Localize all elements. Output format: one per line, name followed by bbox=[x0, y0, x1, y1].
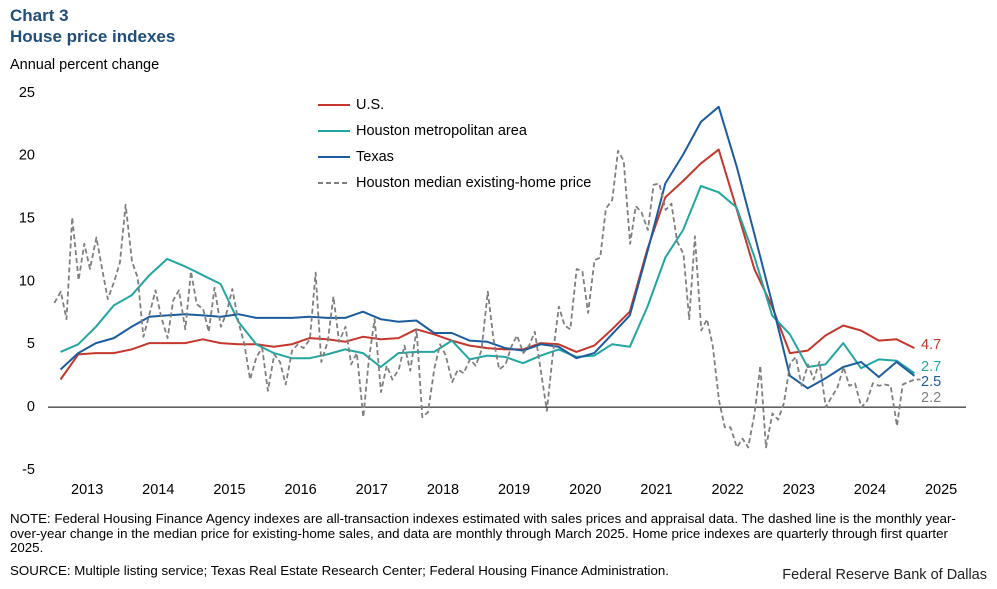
end-value-label: 2.2 bbox=[921, 390, 941, 406]
x-tick-label: 2018 bbox=[427, 482, 459, 498]
x-tick-label: 2013 bbox=[71, 482, 103, 498]
chart-label: Chart 3 bbox=[10, 6, 69, 25]
x-tick-label: 2019 bbox=[498, 482, 530, 498]
series-line bbox=[60, 185, 915, 375]
source: SOURCE: Multiple listing service; Texas … bbox=[10, 563, 669, 578]
end-value-label: 2.5 bbox=[921, 374, 941, 390]
x-tick-label: 2020 bbox=[569, 482, 601, 498]
x-tick-label: 2022 bbox=[711, 482, 743, 498]
x-tick-label: 2021 bbox=[640, 482, 672, 498]
x-tick-label: 2014 bbox=[142, 482, 174, 498]
legend-label: Texas bbox=[356, 149, 394, 165]
y-tick-label: 5 bbox=[27, 336, 35, 352]
x-tick-label: 2016 bbox=[284, 482, 316, 498]
credit: Federal Reserve Bank of Dallas bbox=[782, 567, 987, 583]
x-tick-label: 2025 bbox=[925, 482, 957, 498]
series-line bbox=[53, 149, 921, 449]
chart-subtitle: Annual percent change bbox=[10, 57, 160, 73]
y-tick-label: 20 bbox=[19, 148, 35, 164]
x-tick-label: 2017 bbox=[356, 482, 388, 498]
end-value-label: 4.7 bbox=[921, 337, 941, 353]
x-tick-label: 2015 bbox=[213, 482, 245, 498]
series-line bbox=[59, 105, 916, 390]
note: NOTE: Federal Housing Finance Agency ind… bbox=[10, 511, 956, 555]
y-tick-label: 10 bbox=[19, 273, 35, 289]
chart-title: House price indexes bbox=[10, 27, 176, 46]
x-tick-label: 2023 bbox=[783, 482, 815, 498]
legend-label: Houston metropolitan area bbox=[356, 123, 528, 139]
y-tick-label: 25 bbox=[19, 85, 35, 101]
y-tick-label: -5 bbox=[22, 462, 35, 478]
end-value-label: 2.7 bbox=[921, 359, 941, 375]
y-tick-label: 15 bbox=[19, 210, 35, 226]
legend-label: U.S. bbox=[356, 97, 384, 113]
y-tick-label: 0 bbox=[27, 399, 35, 415]
x-tick-label: 2024 bbox=[854, 482, 886, 498]
legend-label: Houston median existing-home price bbox=[356, 175, 591, 191]
